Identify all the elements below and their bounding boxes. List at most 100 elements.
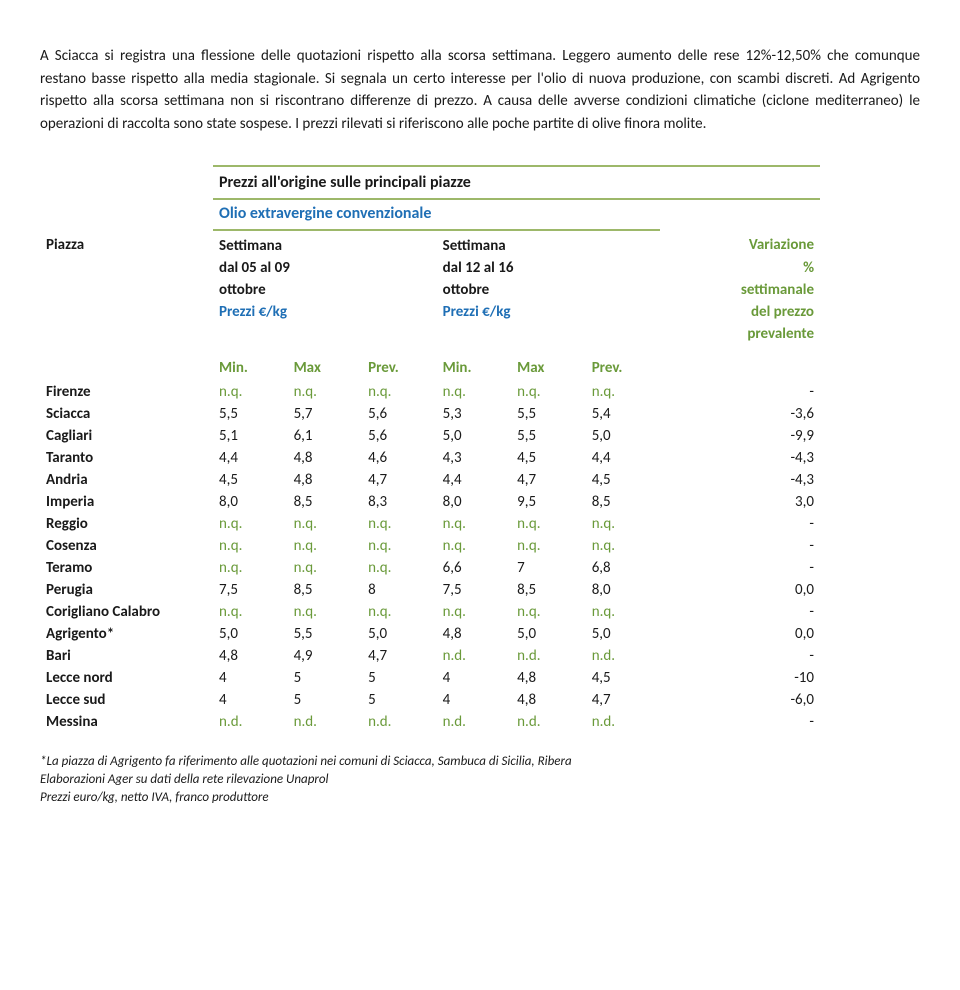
- piazza-cell: Perugia: [40, 579, 213, 601]
- col-var-l1: Variazione: [660, 230, 820, 257]
- col-header-row-4: Prezzi €/kg Prezzi €/kg del prezzo: [40, 301, 820, 323]
- piazza-cell: Agrigento*: [40, 623, 213, 645]
- footnote-1: *La piazza di Agrigento fa riferimento a…: [40, 753, 920, 771]
- col-week1-l2: dal 05 al 09: [213, 257, 437, 279]
- value-cell: n.q.: [213, 557, 288, 579]
- value-cell: n.d.: [437, 711, 512, 733]
- value-cell: n.q.: [288, 381, 363, 403]
- value-cell: 5,0: [586, 425, 661, 447]
- value-cell: 4,8: [213, 645, 288, 667]
- table-row: Cosenzan.q.n.q.n.q.n.q.n.q.n.q.-: [40, 535, 820, 557]
- value-cell: n.q.: [511, 601, 586, 623]
- value-cell: 8,5: [586, 491, 661, 513]
- value-cell: 4,8: [437, 623, 512, 645]
- value-cell: n.q.: [437, 513, 512, 535]
- value-cell: n.d.: [288, 711, 363, 733]
- table-row: Corigliano Calabron.q.n.q.n.q.n.q.n.q.n.…: [40, 601, 820, 623]
- table-subtitle-row: Olio extravergine convenzionale: [40, 199, 820, 230]
- value-cell: n.q.: [437, 535, 512, 557]
- value-cell: 4,4: [437, 469, 512, 491]
- value-cell: 8,5: [511, 579, 586, 601]
- piazza-cell: Firenze: [40, 381, 213, 403]
- value-cell: 4: [213, 667, 288, 689]
- value-cell: n.q.: [586, 381, 661, 403]
- value-cell: n.d.: [437, 645, 512, 667]
- value-cell: 5: [362, 689, 437, 711]
- value-cell: n.q.: [213, 513, 288, 535]
- table-row: Teramon.q.n.q.n.q.6,676,8-: [40, 557, 820, 579]
- value-cell: n.d.: [586, 711, 661, 733]
- value-cell: 9,5: [511, 491, 586, 513]
- value-cell: n.q.: [511, 381, 586, 403]
- value-cell: n.d.: [511, 711, 586, 733]
- value-cell: 4,5: [586, 667, 661, 689]
- value-cell: 4,6: [362, 447, 437, 469]
- value-cell: 5: [288, 689, 363, 711]
- table-row: Lecce sud45544,84,7-6,0: [40, 689, 820, 711]
- value-cell: n.q.: [288, 513, 363, 535]
- table-title: Prezzi all'origine sulle principali piaz…: [213, 166, 820, 199]
- value-cell: n.q.: [288, 557, 363, 579]
- value-cell: 5,3: [437, 403, 512, 425]
- value-cell: 8: [362, 579, 437, 601]
- value-cell: 5,4: [586, 403, 661, 425]
- variation-cell: -: [660, 557, 820, 579]
- value-cell: n.q.: [437, 381, 512, 403]
- mm-max-2: Max: [511, 345, 586, 381]
- table-row: Reggion.q.n.q.n.q.n.q.n.q.n.q.-: [40, 513, 820, 535]
- table-row: Taranto4,44,84,64,34,54,4-4,3: [40, 447, 820, 469]
- table-row: Andria4,54,84,74,44,74,5-4,3: [40, 469, 820, 491]
- table-row: Imperia8,08,58,38,09,58,53,0: [40, 491, 820, 513]
- table-subtitle: Olio extravergine convenzionale: [213, 199, 660, 230]
- value-cell: 4,7: [362, 469, 437, 491]
- value-cell: 4,3: [437, 447, 512, 469]
- value-cell: 8,5: [288, 579, 363, 601]
- value-cell: 8,3: [362, 491, 437, 513]
- value-cell: 7: [511, 557, 586, 579]
- table-row: Perugia7,58,587,58,58,00,0: [40, 579, 820, 601]
- price-table: Prezzi all'origine sulle principali piaz…: [40, 165, 820, 733]
- col-var-l4: del prezzo: [660, 301, 820, 323]
- piazza-cell: Teramo: [40, 557, 213, 579]
- value-cell: 5,0: [586, 623, 661, 645]
- intro-paragraph: A Sciacca si registra una flessione dell…: [40, 45, 920, 135]
- value-cell: 6,6: [437, 557, 512, 579]
- value-cell: 5,0: [213, 623, 288, 645]
- piazza-cell: Cagliari: [40, 425, 213, 447]
- variation-cell: 0,0: [660, 579, 820, 601]
- value-cell: n.q.: [362, 601, 437, 623]
- mm-max-1: Max: [288, 345, 363, 381]
- piazza-cell: Lecce sud: [40, 689, 213, 711]
- table-row: Agrigento*5,05,55,04,85,05,00,0: [40, 623, 820, 645]
- col-week1-l4: Prezzi €/kg: [213, 301, 437, 323]
- col-var-l5: prevalente: [660, 323, 820, 345]
- value-cell: 4,5: [213, 469, 288, 491]
- table-row: Messinan.d.n.d.n.d.n.d.n.d.n.d.-: [40, 711, 820, 733]
- value-cell: 5,0: [362, 623, 437, 645]
- value-cell: n.q.: [586, 535, 661, 557]
- value-cell: 5: [288, 667, 363, 689]
- value-cell: n.q.: [288, 601, 363, 623]
- piazza-cell: Bari: [40, 645, 213, 667]
- value-cell: 8,0: [213, 491, 288, 513]
- table-row: Sciacca5,55,75,65,35,55,4-3,6: [40, 403, 820, 425]
- col-week2-l3: ottobre: [437, 279, 661, 301]
- value-cell: 5,5: [288, 623, 363, 645]
- col-piazza: Piazza: [40, 230, 213, 257]
- col-header-row-3: ottobre ottobre settimanale: [40, 279, 820, 301]
- col-week1-l3: ottobre: [213, 279, 437, 301]
- footnotes: *La piazza di Agrigento fa riferimento a…: [40, 753, 920, 808]
- value-cell: 8,5: [288, 491, 363, 513]
- footnote-3: Prezzi euro/kg, netto IVA, franco produt…: [40, 789, 920, 807]
- value-cell: n.q.: [213, 381, 288, 403]
- footnote-2: Elaborazioni Ager su dati della rete ril…: [40, 771, 920, 789]
- value-cell: 5,5: [511, 403, 586, 425]
- variation-cell: 0,0: [660, 623, 820, 645]
- value-cell: n.q.: [437, 601, 512, 623]
- piazza-cell: Lecce nord: [40, 667, 213, 689]
- value-cell: 7,5: [213, 579, 288, 601]
- value-cell: n.d.: [511, 645, 586, 667]
- value-cell: 4: [437, 667, 512, 689]
- value-cell: 4,8: [511, 667, 586, 689]
- variation-cell: -10: [660, 667, 820, 689]
